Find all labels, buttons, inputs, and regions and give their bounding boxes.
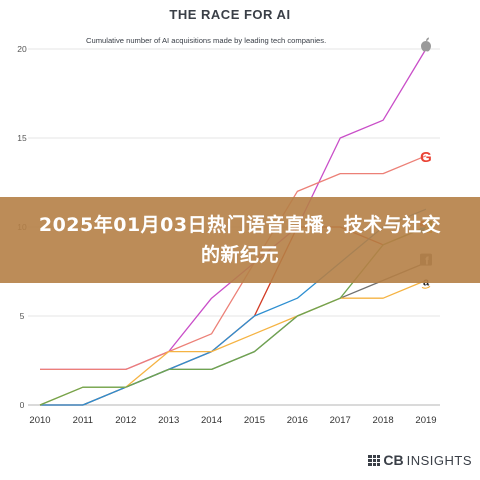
x-tick-label: 2011	[73, 415, 93, 426]
y-tick-label: 20	[17, 44, 27, 54]
amazon-smile	[421, 285, 431, 289]
headline-banner: 2025年01月03日热门语音直播，技术与社交的新纪元	[0, 197, 480, 283]
y-tick-label: 5	[20, 311, 25, 321]
x-tick-label: 2017	[330, 415, 351, 426]
x-axis-ticks: 2010 2011 2012 2013 2014 2015 2016 2017 2018 2019	[29, 415, 436, 426]
headline-text: 2025年01月03日热门语音直播，技术与社交的新纪元	[38, 214, 442, 266]
cbinsights-logo-icon	[368, 454, 381, 466]
x-tick-label: 2014	[201, 415, 222, 426]
x-tick-label: 2015	[244, 415, 265, 426]
x-tick-label: 2013	[158, 415, 179, 426]
brand-cb: CB	[383, 452, 404, 468]
x-tick-label: 2019	[415, 415, 436, 426]
series-line-google	[40, 155, 427, 371]
x-tick-label: 2010	[29, 415, 50, 426]
x-tick-label: 2018	[373, 415, 394, 426]
brand-insights: INSIGHTS	[406, 452, 472, 468]
x-tick-label: 2012	[115, 415, 136, 426]
chart-title: THE RACE FOR AI	[169, 7, 290, 22]
y-tick-label: 15	[17, 133, 27, 143]
google-logo-icon: G	[420, 149, 432, 166]
x-tick-label: 2016	[287, 415, 308, 426]
apple-logo-icon	[421, 37, 431, 52]
chart-subtitle: Cumulative number of AI acquisitions mad…	[86, 36, 326, 45]
cbinsights-brand: CB INSIGHTS	[368, 452, 472, 468]
y-tick-label: 0	[20, 400, 25, 410]
